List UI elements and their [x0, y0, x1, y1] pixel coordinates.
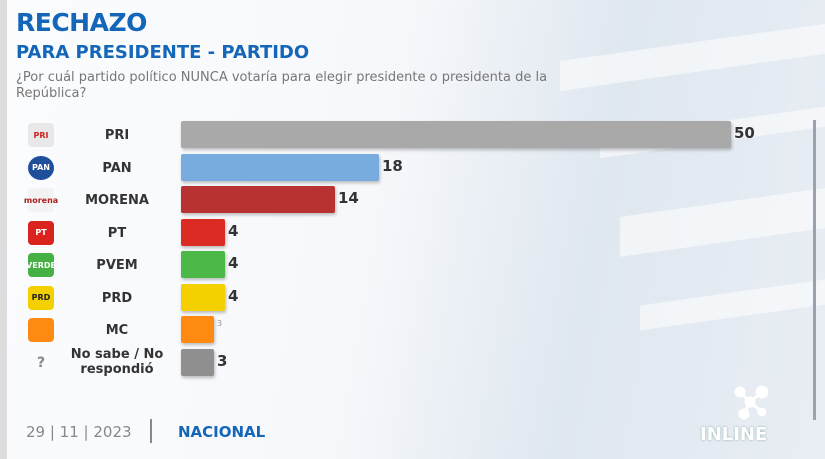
data-label: 4: [228, 221, 239, 240]
decor: [620, 183, 825, 257]
data-label: 3: [217, 319, 223, 328]
bar-pri: [181, 121, 731, 148]
data-label: 18: [382, 156, 403, 175]
bar-prd: [181, 283, 225, 311]
prd-logo: PRD: [28, 285, 54, 310]
data-label: 3: [217, 351, 228, 370]
bar-morena: [181, 186, 335, 213]
bar-mc: [181, 316, 214, 343]
bar-no-sabe-no-respondi-: [181, 348, 214, 376]
bar-pt: [181, 218, 225, 246]
title: RECHAZO: [16, 8, 147, 37]
pri-logo: PRI: [28, 123, 54, 147]
decor: [560, 18, 825, 92]
data-label: 4: [228, 286, 239, 305]
decor: [640, 274, 825, 331]
category-label: MORENA: [85, 193, 149, 208]
pt-logo: PT: [28, 220, 54, 245]
pvem-logo: VERDE: [26, 253, 56, 277]
category-label: PAN: [102, 160, 132, 176]
question: ¿Por cuál partido político NUNCA votaría…: [16, 70, 548, 101]
brand-name: INLINE: [700, 424, 768, 445]
morena-logo: morena: [24, 188, 58, 212]
pan-logo: PAN: [28, 155, 54, 180]
mc-logo: [28, 318, 54, 342]
data-label: 14: [338, 189, 359, 207]
scope-label: NACIONAL: [178, 423, 266, 441]
data-label: 50: [734, 124, 755, 142]
date: 29 | 11 | 2023: [26, 423, 132, 441]
bar-pan: [181, 153, 379, 181]
category-label: No sabe / No respondió: [70, 346, 164, 377]
subtitle: PARA PRESIDENTE - PARTIDO: [16, 42, 310, 63]
category-label: PVEM: [96, 258, 138, 273]
category-label: MC: [105, 323, 129, 338]
category-label: PRD: [101, 290, 133, 306]
category-label: PRI: [104, 128, 130, 143]
inline-logo: INLINE: [700, 380, 810, 445]
bar-pvem: [181, 251, 225, 278]
data-label: 4: [228, 254, 239, 272]
inline-logo-mark: [734, 385, 769, 420]
scrollbar[interactable]: [813, 120, 816, 420]
question-icon: ?: [36, 354, 46, 371]
left-border: [0, 0, 7, 459]
divider: [150, 419, 152, 443]
category-label: PT: [107, 225, 127, 241]
